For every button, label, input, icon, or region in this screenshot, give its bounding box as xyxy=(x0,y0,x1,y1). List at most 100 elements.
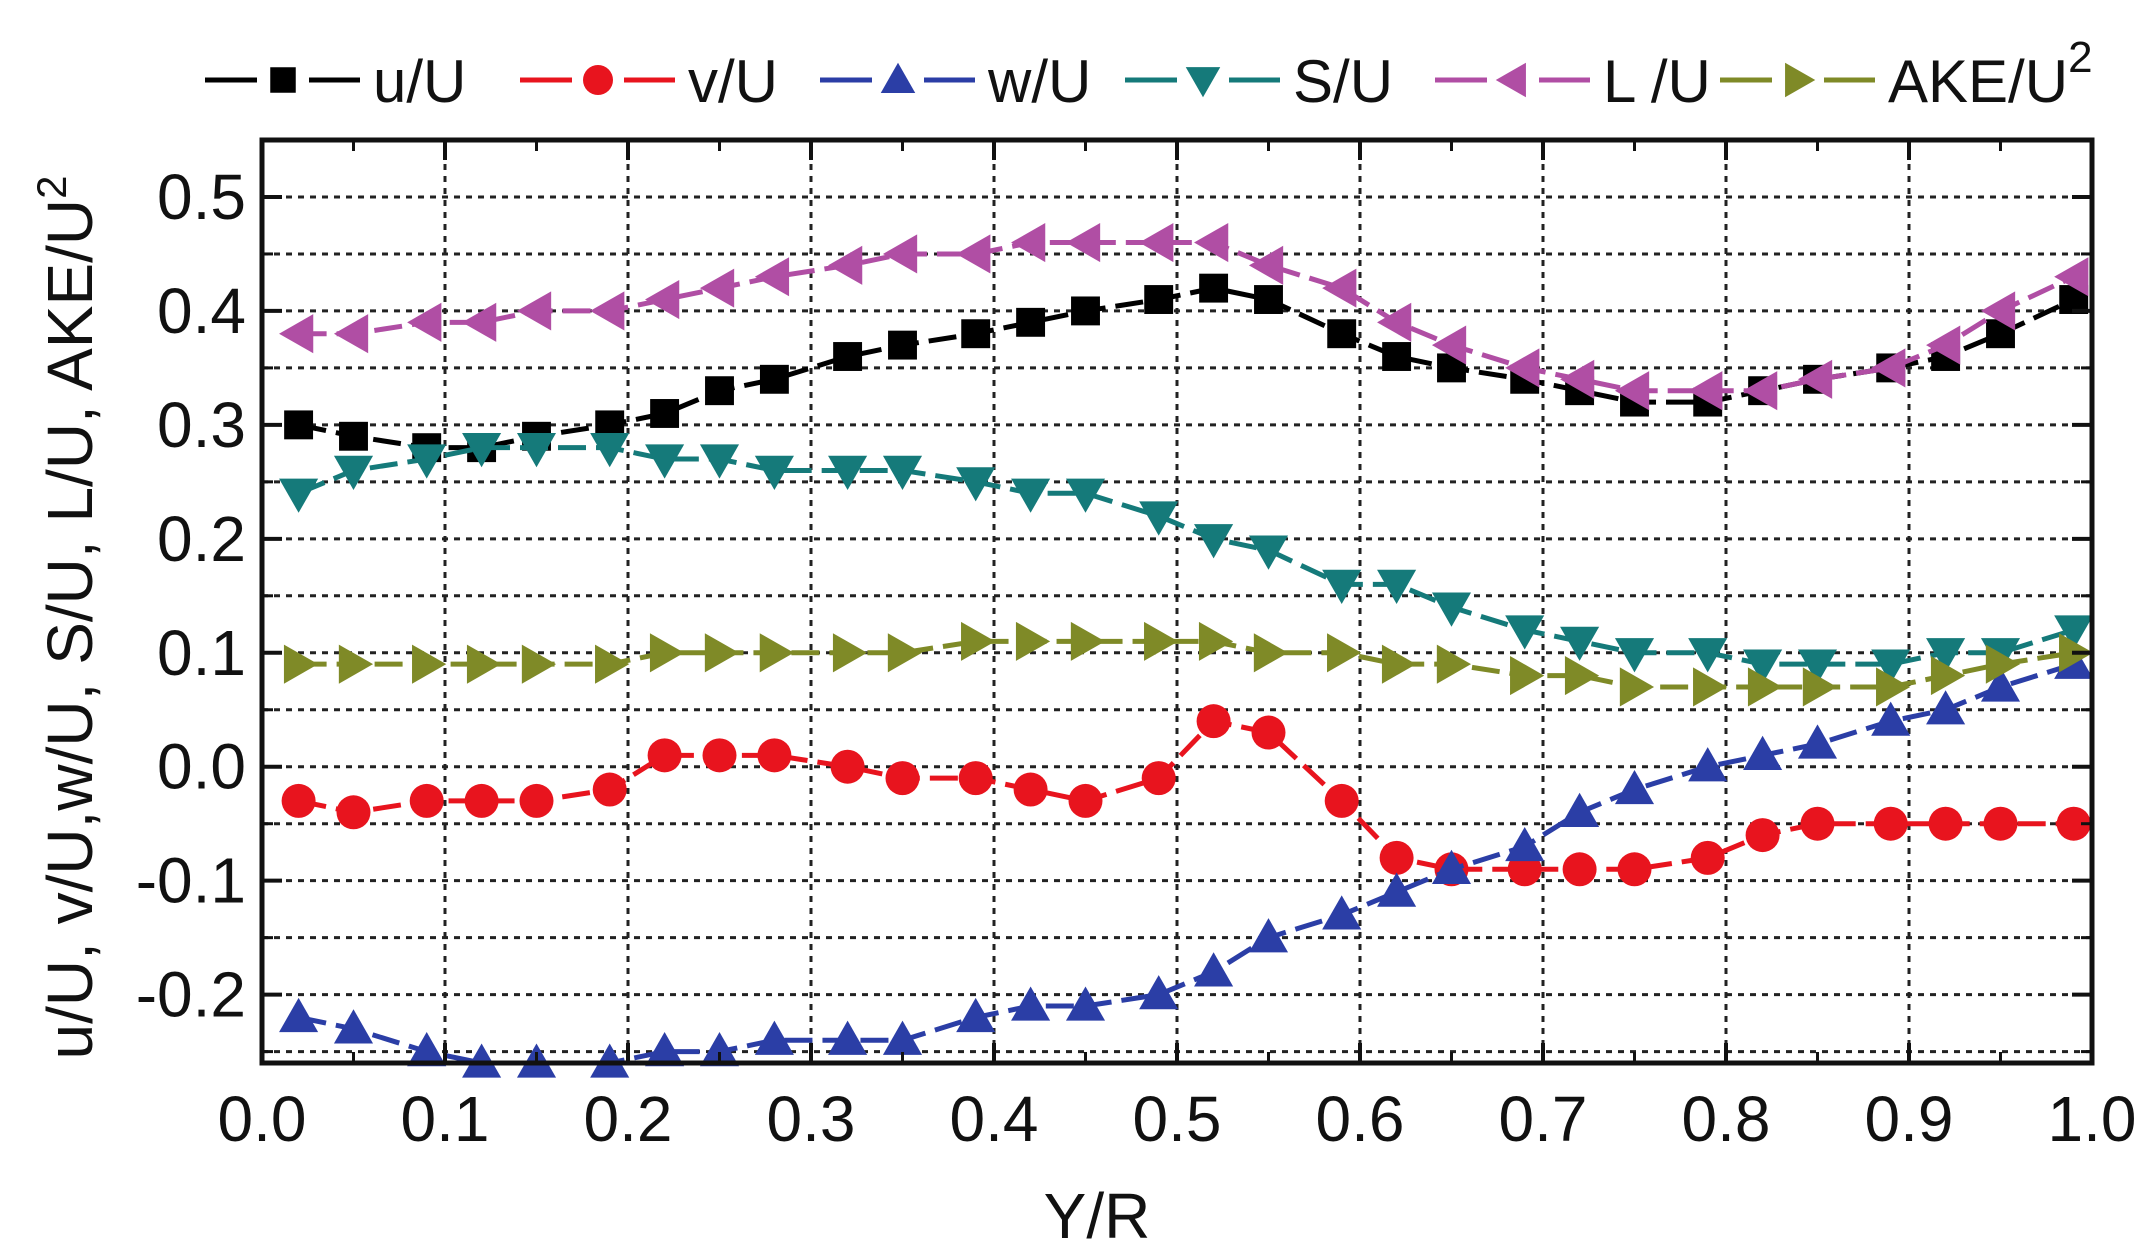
data-point xyxy=(1377,872,1417,907)
data-point xyxy=(1322,569,1362,604)
data-point xyxy=(1617,852,1652,887)
series-6 xyxy=(283,621,2094,707)
legend-label: S/U xyxy=(1293,48,1393,115)
data-point xyxy=(412,644,447,684)
data-point xyxy=(1614,371,1650,411)
data-point xyxy=(1065,478,1106,513)
legend-entry: L /U xyxy=(1435,48,1711,115)
legend-label-text: AKE/U xyxy=(1888,48,2068,115)
data-point xyxy=(705,376,734,406)
data-point xyxy=(645,279,680,320)
data-point xyxy=(592,772,627,807)
data-point xyxy=(1800,806,1835,841)
data-point xyxy=(1743,649,1783,684)
y-tick-label: 0.1 xyxy=(157,617,246,689)
data-point xyxy=(1070,621,1106,661)
data-point xyxy=(1983,806,2018,841)
series-line xyxy=(297,445,2075,667)
data-point xyxy=(407,1032,447,1067)
data-point xyxy=(339,421,368,451)
data-point xyxy=(1196,704,1231,739)
x-tick-label: 0.7 xyxy=(1499,1083,1588,1155)
data-point xyxy=(882,1020,923,1055)
data-point xyxy=(1743,371,1778,411)
data-point xyxy=(1248,918,1289,953)
legend-label-text: w/U xyxy=(987,48,1091,115)
data-point xyxy=(956,467,996,502)
data-point xyxy=(1322,268,1357,308)
data-point xyxy=(1560,792,1600,827)
data-point xyxy=(2054,615,2094,650)
data-point xyxy=(1198,621,1234,661)
legend-entry: v/U xyxy=(520,48,778,115)
data-point xyxy=(1141,761,1176,796)
data-point xyxy=(1431,592,1472,627)
data-point xyxy=(336,795,371,830)
data-point xyxy=(2054,257,2089,297)
data-point xyxy=(1688,747,1728,782)
data-point xyxy=(1379,840,1414,875)
data-point xyxy=(832,633,868,673)
y-tick-label: 0.4 xyxy=(157,275,246,347)
legend-label-text: L /U xyxy=(1603,48,1711,115)
data-point xyxy=(407,444,447,479)
data-point xyxy=(1254,285,1283,314)
data-point xyxy=(702,738,737,773)
series-5 xyxy=(279,223,2089,411)
x-tick-label: 0.4 xyxy=(950,1083,1039,1155)
data-point xyxy=(958,761,993,796)
data-point xyxy=(1431,325,1467,365)
data-point xyxy=(956,997,996,1033)
data-point xyxy=(1688,638,1728,673)
data-point xyxy=(1194,524,1234,559)
y-axis-label-text: u/U, v/U,w/U, S/U, L/U, AKE/U xyxy=(34,199,106,1060)
legend-marker xyxy=(1185,67,1221,98)
data-point xyxy=(759,364,789,394)
data-point xyxy=(1377,569,1417,604)
data-point xyxy=(645,1032,685,1067)
data-point xyxy=(1377,302,1412,342)
data-point xyxy=(1985,644,2021,684)
legend-marker xyxy=(270,67,296,93)
x-tick-label: 1.0 xyxy=(2048,1083,2137,1155)
data-point xyxy=(1436,644,1472,684)
data-point xyxy=(833,342,863,371)
data-point xyxy=(647,738,682,773)
data-point xyxy=(1562,852,1597,887)
series-4 xyxy=(279,433,2094,684)
data-point xyxy=(1505,826,1545,862)
x-tick-label: 0.9 xyxy=(1865,1083,1954,1155)
data-point xyxy=(1381,644,1417,684)
data-point xyxy=(2056,806,2091,841)
y-tick-label: -0.1 xyxy=(136,845,246,917)
series-line xyxy=(298,661,2075,1066)
data-point xyxy=(1144,621,1179,661)
data-point xyxy=(338,644,374,684)
data-point xyxy=(887,633,923,673)
legend-label: u/U xyxy=(373,48,466,115)
data-point xyxy=(699,1032,740,1067)
data-point xyxy=(407,302,442,342)
data-point xyxy=(1564,656,1600,696)
data-point xyxy=(1797,359,1833,399)
data-point xyxy=(1871,649,1911,684)
y-tick-label: 0.5 xyxy=(157,161,246,233)
data-point xyxy=(759,633,794,673)
data-point xyxy=(1011,986,1051,1021)
data-point xyxy=(1248,535,1289,570)
y-tick-label: -0.2 xyxy=(136,959,246,1031)
y-tick-label: 0.3 xyxy=(157,389,246,461)
data-point xyxy=(1926,690,1966,725)
data-point xyxy=(961,319,991,349)
data-point xyxy=(1614,638,1655,673)
data-point xyxy=(828,1020,868,1055)
data-point xyxy=(1327,319,1357,349)
data-point xyxy=(1144,285,1174,314)
data-point xyxy=(1980,291,2016,331)
data-point xyxy=(704,633,740,673)
x-tick-label: 0.1 xyxy=(401,1083,490,1155)
data-point xyxy=(1327,633,1362,673)
data-point xyxy=(1745,818,1780,853)
